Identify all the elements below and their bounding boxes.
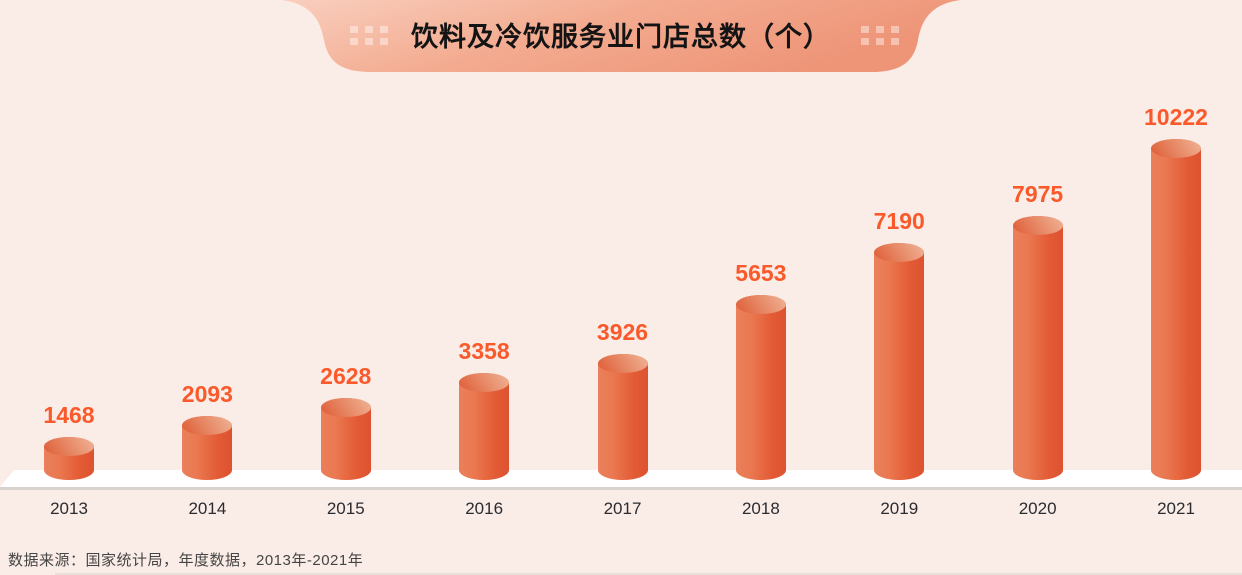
dots-grid-icon-left (350, 26, 388, 45)
bottom-divider-line (55, 573, 1242, 575)
bar-value-label: 1468 (43, 402, 95, 428)
bar-cylinder (459, 373, 510, 480)
title-banner (281, 0, 961, 72)
bar-value-label: 7975 (1012, 181, 1064, 207)
bar-year-label: 2018 (741, 499, 780, 518)
bar-value-label: 10222 (1144, 104, 1208, 130)
bar-cylinder (597, 354, 648, 480)
bar-year-label: 2015 (326, 499, 365, 518)
dots-grid-icon-right (861, 26, 899, 45)
bar-cylinder (182, 416, 233, 480)
bar-year-label: 2017 (603, 499, 642, 518)
bar-year-label: 2019 (880, 499, 919, 518)
data-source-note: 数据来源：国家统计局，年度数据，2013年-2021年 (8, 552, 364, 569)
bar-cylinder (1012, 216, 1063, 480)
bar-year-label: 2021 (1157, 499, 1195, 518)
bar-value-label: 2628 (320, 363, 372, 389)
chart-baseline-shadow (0, 487, 1242, 490)
bar-value-label: 7190 (873, 208, 925, 234)
banner-shape (281, 0, 961, 72)
bar-cylinder (320, 398, 371, 480)
bar-value-label: 2093 (181, 381, 233, 407)
bar-cylinder (1151, 139, 1201, 480)
bar-value-label: 3926 (596, 319, 649, 345)
bar-cylinder (44, 437, 94, 480)
bar-year-label: 2016 (465, 499, 504, 518)
bar-year-label: 2013 (50, 499, 88, 518)
bar-cylinder (874, 243, 925, 480)
chart-title: 饮料及冷饮服务业门店总数（个） (411, 22, 831, 52)
bar-year-label: 2020 (1018, 499, 1057, 518)
bar-value-label: 3358 (458, 338, 510, 364)
bar-value-label: 5653 (735, 260, 787, 286)
bar-year-label: 2014 (188, 499, 227, 518)
bar-cylinder (735, 295, 786, 480)
